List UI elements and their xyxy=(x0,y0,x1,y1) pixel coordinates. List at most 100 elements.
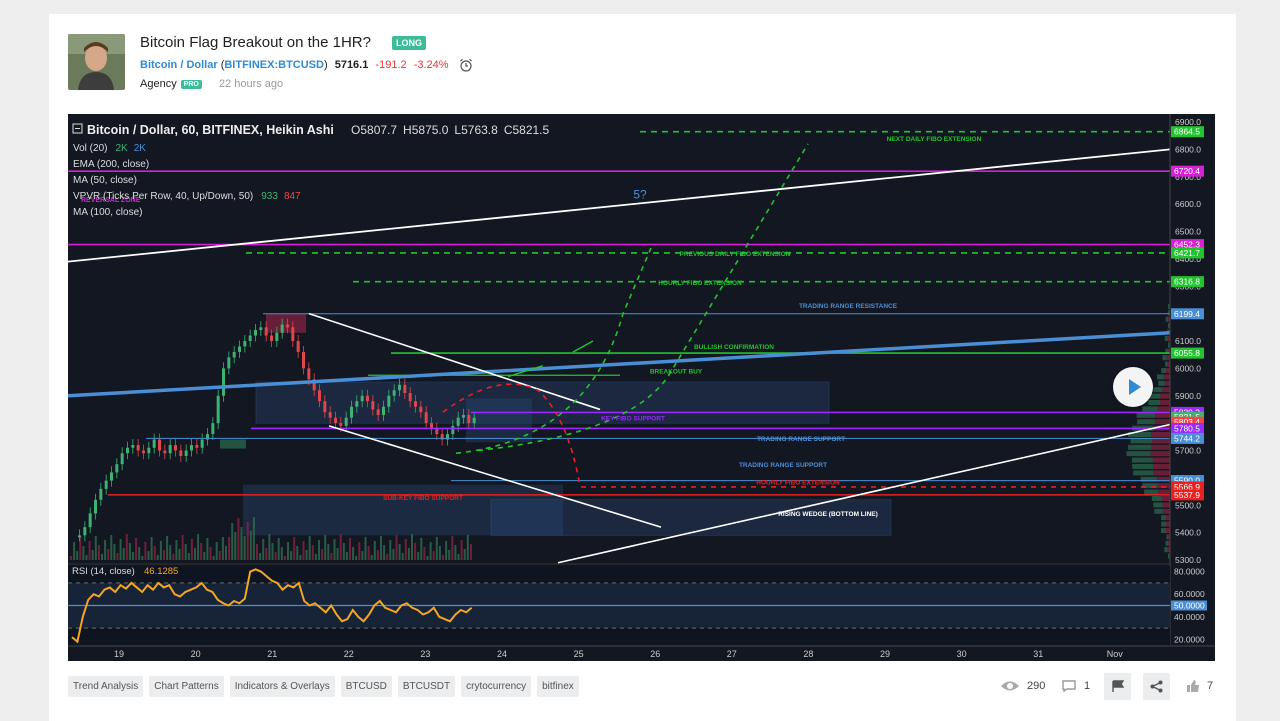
ma50-label: MA (50, close) xyxy=(73,175,137,186)
vpvr-bar-up xyxy=(1165,540,1168,546)
volume-bar xyxy=(194,548,196,560)
play-button[interactable] xyxy=(1113,367,1153,407)
flag-button[interactable] xyxy=(1104,672,1131,700)
candle-body xyxy=(88,513,92,528)
tag-crytocurrency[interactable]: crytocurrency xyxy=(461,676,532,697)
price-tag-bg xyxy=(1171,308,1204,320)
share-button[interactable] xyxy=(1143,672,1170,700)
candle-body xyxy=(360,395,364,402)
volume-bar xyxy=(293,537,296,560)
candle-body xyxy=(355,401,359,407)
like-action[interactable]: 7 xyxy=(1186,672,1213,700)
volume-bar xyxy=(119,539,122,560)
candle-body xyxy=(403,384,407,394)
volume-bar xyxy=(327,544,330,560)
volume-bar xyxy=(156,555,159,560)
price-tag-bg xyxy=(1171,475,1204,487)
tag-indicators-overlays[interactable]: Indicators & Overlays xyxy=(229,676,335,697)
rsi-label: RSI (14, close) xyxy=(72,566,135,577)
candle-body xyxy=(302,351,305,369)
time-axis-label: 28 xyxy=(803,649,813,659)
alarm-clock-icon[interactable] xyxy=(459,58,473,77)
symbol-ticker-link[interactable]: BITFINEX:BTCUSD xyxy=(224,59,324,71)
candle-body xyxy=(414,401,417,407)
chart-title: Bitcoin / Dollar, 60, BITFINEX, Heikin A… xyxy=(87,123,334,137)
annotation-wave: 5? xyxy=(633,188,647,202)
flag-lower-line xyxy=(328,425,662,528)
tag-btcusdt[interactable]: BTCUSDT xyxy=(397,676,456,697)
volume-bar xyxy=(364,537,367,560)
candle-body xyxy=(264,327,268,336)
price-axis-label: 5700.0 xyxy=(1175,446,1201,456)
candle-body xyxy=(350,406,353,418)
range-box-wedge xyxy=(490,499,892,536)
volume-bar xyxy=(342,543,345,560)
price-change-pct: -3.24% xyxy=(413,59,449,71)
volume-bar xyxy=(392,549,395,560)
candle-body xyxy=(136,445,140,451)
price-tag-bg xyxy=(1171,422,1204,434)
volume-bar xyxy=(82,546,85,560)
volume-bar xyxy=(442,555,444,560)
vpvr-bar-down xyxy=(1150,451,1170,457)
projection-arrow-2 xyxy=(572,340,594,353)
vpvr-bar-down xyxy=(1167,547,1170,553)
idea-title[interactable]: Bitcoin Flag Breakout on the 1HR? xyxy=(140,34,371,51)
volume-bar xyxy=(169,545,172,560)
volume-bar xyxy=(203,552,206,560)
tag-chart-patterns[interactable]: Chart Patterns xyxy=(149,676,224,697)
price-axis-label: 6000.0 xyxy=(1175,363,1201,373)
price-axis-label: 5400.0 xyxy=(1175,528,1201,538)
candle-body xyxy=(259,327,263,331)
candle-body xyxy=(168,445,172,454)
rsi-axis-label: 20.0000 xyxy=(1174,634,1205,644)
author-name[interactable]: Agency xyxy=(140,78,177,90)
price-tag: 6452.3 xyxy=(1174,240,1200,250)
volume-bar xyxy=(417,552,420,560)
tag-trend-analysis[interactable]: Trend Analysis xyxy=(68,676,144,697)
flag-action[interactable] xyxy=(1104,672,1131,700)
volume-bar xyxy=(79,537,82,560)
volume-bar xyxy=(407,548,410,560)
volume-bar xyxy=(228,537,231,560)
author-avatar[interactable] xyxy=(68,34,125,90)
tag-list: Trend Analysis Chart Patterns Indicators… xyxy=(68,676,579,697)
volume-bar xyxy=(398,544,401,560)
volume-bar xyxy=(454,545,457,560)
volume-bar xyxy=(144,542,147,560)
vpvr-bar-up xyxy=(1168,323,1170,329)
volume-bar xyxy=(355,556,358,560)
candle-body xyxy=(190,445,193,451)
volume-bar xyxy=(271,543,274,560)
price-axis-label: 5300.0 xyxy=(1175,555,1201,565)
volume-bar xyxy=(138,547,141,560)
volume-bar xyxy=(212,556,215,560)
candle-body xyxy=(344,417,348,426)
volume-bar xyxy=(206,538,209,560)
volume-bar xyxy=(104,540,107,560)
volume-bar xyxy=(386,554,389,560)
flag-upper-line xyxy=(308,312,601,411)
volume-bar xyxy=(116,553,119,560)
vol-value-1: 2K xyxy=(115,143,128,154)
time-axis-label: 25 xyxy=(574,649,584,659)
vol-label: Vol (20) xyxy=(73,143,107,154)
volume-bar xyxy=(438,546,441,560)
volume-bar xyxy=(70,556,72,560)
volume-bar xyxy=(237,518,240,560)
vpvr-bar-down xyxy=(1155,419,1170,425)
price-tag: 5803.4 xyxy=(1174,417,1200,427)
volume-bar xyxy=(308,536,311,560)
rsi-axis-label: 40.0000 xyxy=(1174,612,1205,622)
candle-body xyxy=(142,450,145,454)
vpvr-bar-up xyxy=(1136,412,1155,418)
tag-bitfinex[interactable]: bitfinex xyxy=(537,676,579,697)
tag-btcusd[interactable]: BTCUSD xyxy=(340,676,392,697)
views-counter: 290 xyxy=(1000,672,1045,700)
symbol-name-link[interactable]: Bitcoin / Dollar xyxy=(140,59,218,71)
comments-counter[interactable]: 1 xyxy=(1062,672,1090,700)
volume-bar xyxy=(345,552,348,560)
volume-bar xyxy=(352,547,355,560)
share-action[interactable] xyxy=(1143,672,1170,700)
chart-widget[interactable]: 5? NEXT DAILY FIBO EXTENSION PREVIOUS DAIL… xyxy=(68,114,1215,661)
